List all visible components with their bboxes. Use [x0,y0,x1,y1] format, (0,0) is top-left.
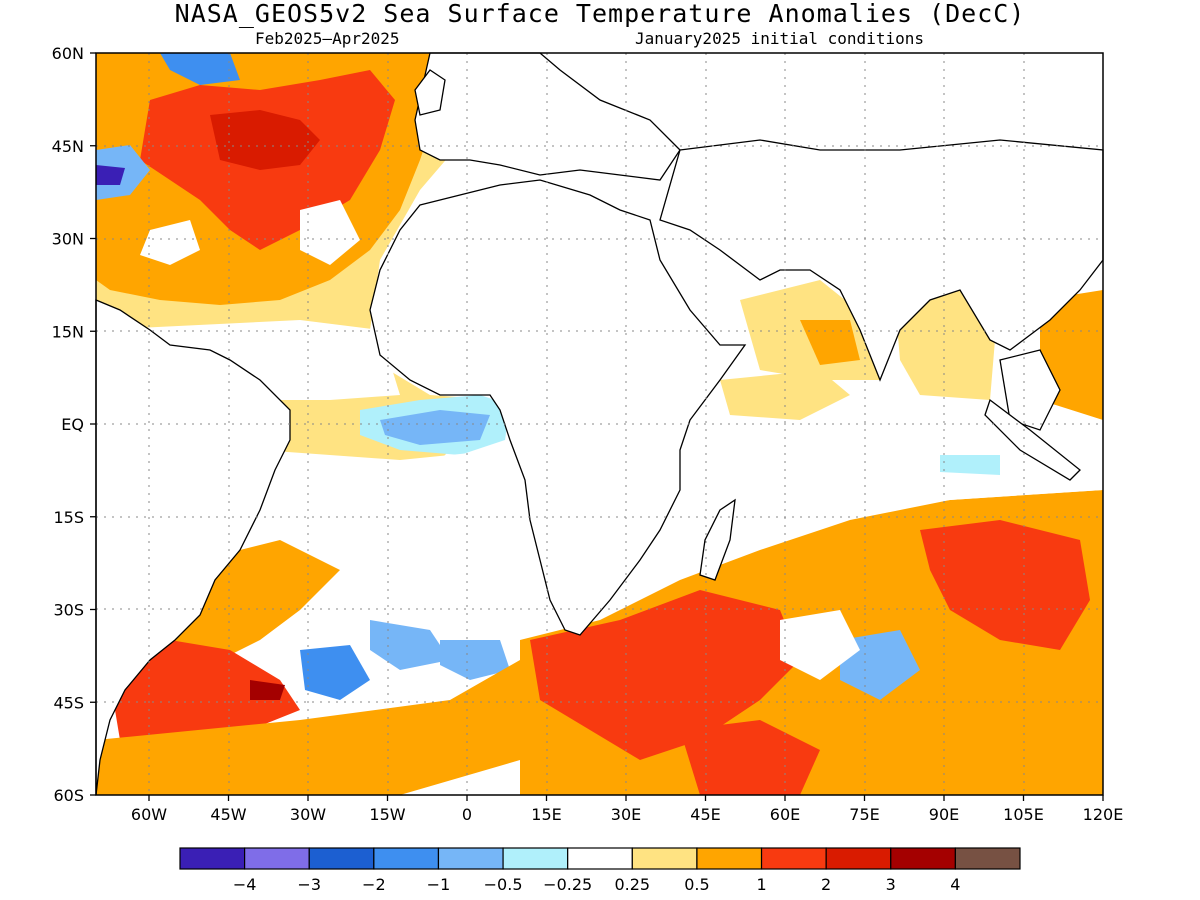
lat-tick-label: EQ [61,415,84,434]
anomaly-region-natl-white-2 [140,220,200,265]
anomaly-region-sio-white [780,610,860,680]
anomaly-region-satl-south-orange [96,660,560,795]
colorbar-swatch [890,847,956,870]
lon-tick-label: 30W [290,805,326,824]
asia-land [659,139,1104,382]
colorbar-swatch [631,847,698,870]
lon-tick-label: 15E [531,805,561,824]
anomaly-region-tio-cool [940,455,1000,475]
colorbar-swatch [179,847,246,870]
lat-tick-label: 15N [52,322,84,341]
colorbar-swatch [502,847,569,870]
anomaly-region-satl-cool-3 [440,640,510,680]
colorbar-swatch [373,847,440,870]
lat-tick-label: 30S [53,601,84,620]
lat-axis: 60N 45N 30N 15N EQ 15S 30S 45S 60S [52,44,96,805]
colorbar-swatch [308,847,375,870]
colorbar: −4 −3 −2 −1 −0.5 −0.25 0.25 0.5 1 2 3 4 [179,847,1021,894]
lat-tick-label: 45S [53,693,84,712]
sumatra-land [984,398,1081,481]
colorbar-swatch [696,847,763,870]
lat-tick-label: 60N [52,44,84,63]
anomaly-region-satl-white [250,450,560,650]
anomaly-region-satl-cool-2 [370,620,450,670]
uk-land [414,69,446,116]
anomaly-region-arabian-sea-orange [800,320,860,365]
lat-tick-label: 60S [53,786,84,805]
colorbar-swatch [437,847,504,870]
colorbar-label: −1 [427,875,451,894]
europe-land [414,52,681,181]
lon-tick-label: 105E [1003,805,1044,824]
anomaly-region-satl-red [110,640,300,740]
colorbar-swatch [567,847,633,870]
lon-tick-label: 75E [849,805,879,824]
anomaly-region-natl-cold [96,165,125,185]
lon-tick-label: 45W [210,805,246,824]
anomaly-region-tio-yellow [720,370,850,420]
anomaly-region-sio-red-3 [680,720,820,795]
lon-tick-label: 45E [690,805,720,824]
forecast-period: Feb2025–Apr2025 [255,29,400,48]
anomaly-region-sio-red [530,590,800,760]
anomaly-region-natl-darkred [210,110,320,170]
lon-tick-label: 60W [131,805,167,824]
colorbar-label: 1 [756,875,766,894]
map-title: NASA_GEOS5v2 Sea Surface Temperature Ano… [174,0,1026,28]
lat-tick-label: 45N [52,137,84,156]
lon-tick-label: 120E [1083,805,1124,824]
colorbar-label: −0.25 [543,875,592,894]
colorbar-label: −2 [362,875,386,894]
colorbar-swatch [760,847,827,870]
africa-land [369,179,747,636]
colorbar-label: 2 [821,875,831,894]
anomaly-region-bay-of-bengal [895,290,995,400]
lon-tick-label: 0 [462,805,472,824]
colorbar-label: 0.25 [614,875,650,894]
anomaly-region-satl-cool [300,645,370,700]
anomaly-region-sio-red-2 [920,520,1090,650]
anomaly-region-labrador-cool [160,53,240,85]
colorbar-label: −0.5 [484,875,523,894]
lon-tick-label: 15W [369,805,405,824]
colorbar-swatch [954,847,1021,870]
anomaly-region-natl-white [300,200,360,265]
indochina-land [999,349,1061,431]
lon-tick-label: 60E [770,805,800,824]
colorbar-label: 0.5 [684,875,709,894]
anomaly-region-sio-cool [840,630,920,700]
colorbar-label: −3 [297,875,321,894]
anomaly-region-satl-darkred [250,680,285,700]
colorbar-label: −4 [233,875,257,894]
lat-tick-label: 15S [53,508,84,527]
lon-tick-label: 30E [611,805,641,824]
initial-conditions: January2025 initial conditions [635,29,924,48]
colorbar-label: 3 [886,875,896,894]
madagascar-land [699,498,736,581]
lon-tick-label: 90E [929,805,959,824]
lon-axis: 60W 45W 30W 15W 0 15E 30E 45E 60E 75E 90E 105E 120E [131,795,1123,824]
lat-tick-label: 30N [52,230,84,249]
colorbar-swatch [825,847,892,870]
colorbar-swatch [244,847,310,870]
colorbar-label: 4 [950,875,960,894]
anomaly-region-eq-atl-cold [380,410,490,445]
